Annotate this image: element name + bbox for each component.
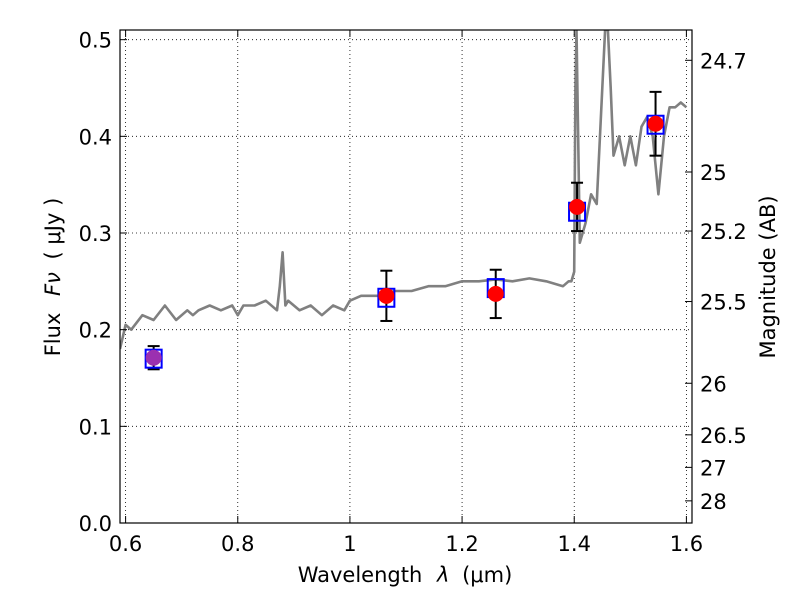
right-tick-label: 27	[700, 456, 727, 480]
x-tick-label: 1.4	[558, 532, 591, 556]
y-axis-ticks: 0.0 0.1 0.2 0.3 0.4 0.5	[79, 29, 127, 536]
y-axis-symbol: Fν	[41, 272, 65, 296]
x-tick-label: 1.2	[445, 532, 478, 556]
right-tick-label: 25.2	[700, 220, 747, 244]
right-axis-ticks: 24.7 25 25.2 25.5 26 26.5 27 28	[685, 49, 747, 514]
x-tick-label: 1.6	[670, 532, 703, 556]
plot-frame	[119, 29, 693, 524]
x-tick-label: 0.6	[109, 532, 142, 556]
right-tick-label: 28	[700, 490, 727, 514]
right-tick-label: 26.5	[700, 424, 747, 448]
right-tick-label: 24.7	[700, 49, 747, 73]
x-axis-label: Wavelength λ (μm)	[298, 563, 513, 587]
x-axis-unit: (μm)	[462, 563, 512, 587]
right-tick-label: 25.5	[700, 291, 747, 315]
model-photometry-square	[646, 114, 665, 135]
x-axis-ticks: 0.6 0.8 1 1.2 1.4 1.6	[109, 30, 703, 556]
observed-photometry-points	[145, 115, 664, 366]
grid-lines	[120, 30, 692, 524]
x-tick-label: 0.8	[221, 532, 254, 556]
x-tick-label: 1	[343, 532, 356, 556]
model-photometry-square	[144, 348, 163, 369]
observed-photometry-point	[647, 115, 664, 132]
y-axis-label: Flux Fν ( μJy )	[41, 198, 65, 357]
observed-photometry-point	[378, 287, 395, 304]
observed-photometry-point	[569, 198, 586, 215]
y-tick-label: 0.4	[79, 125, 112, 149]
right-tick-label: 25	[700, 161, 727, 185]
right-axis-label: Magnitude (AB)	[756, 195, 780, 358]
y-tick-label: 0.5	[79, 29, 112, 53]
spectrum-series	[120, 30, 688, 350]
x-axis-symbol: λ	[436, 563, 449, 587]
y-tick-label: 0.3	[79, 222, 112, 246]
y-axis-label-text: Flux	[41, 313, 65, 357]
y-axis-unit: ( μJy )	[41, 198, 65, 260]
right-tick-label: 26	[700, 372, 727, 396]
observed-photometry-point	[487, 285, 504, 302]
y-tick-label: 0.2	[79, 319, 112, 343]
y-tick-label: 0.0	[79, 512, 112, 536]
spectrum-line	[120, 30, 688, 350]
y-tick-label: 0.1	[79, 415, 112, 439]
observed-photometry-point	[145, 349, 162, 366]
x-axis-label-text: Wavelength	[298, 563, 423, 587]
